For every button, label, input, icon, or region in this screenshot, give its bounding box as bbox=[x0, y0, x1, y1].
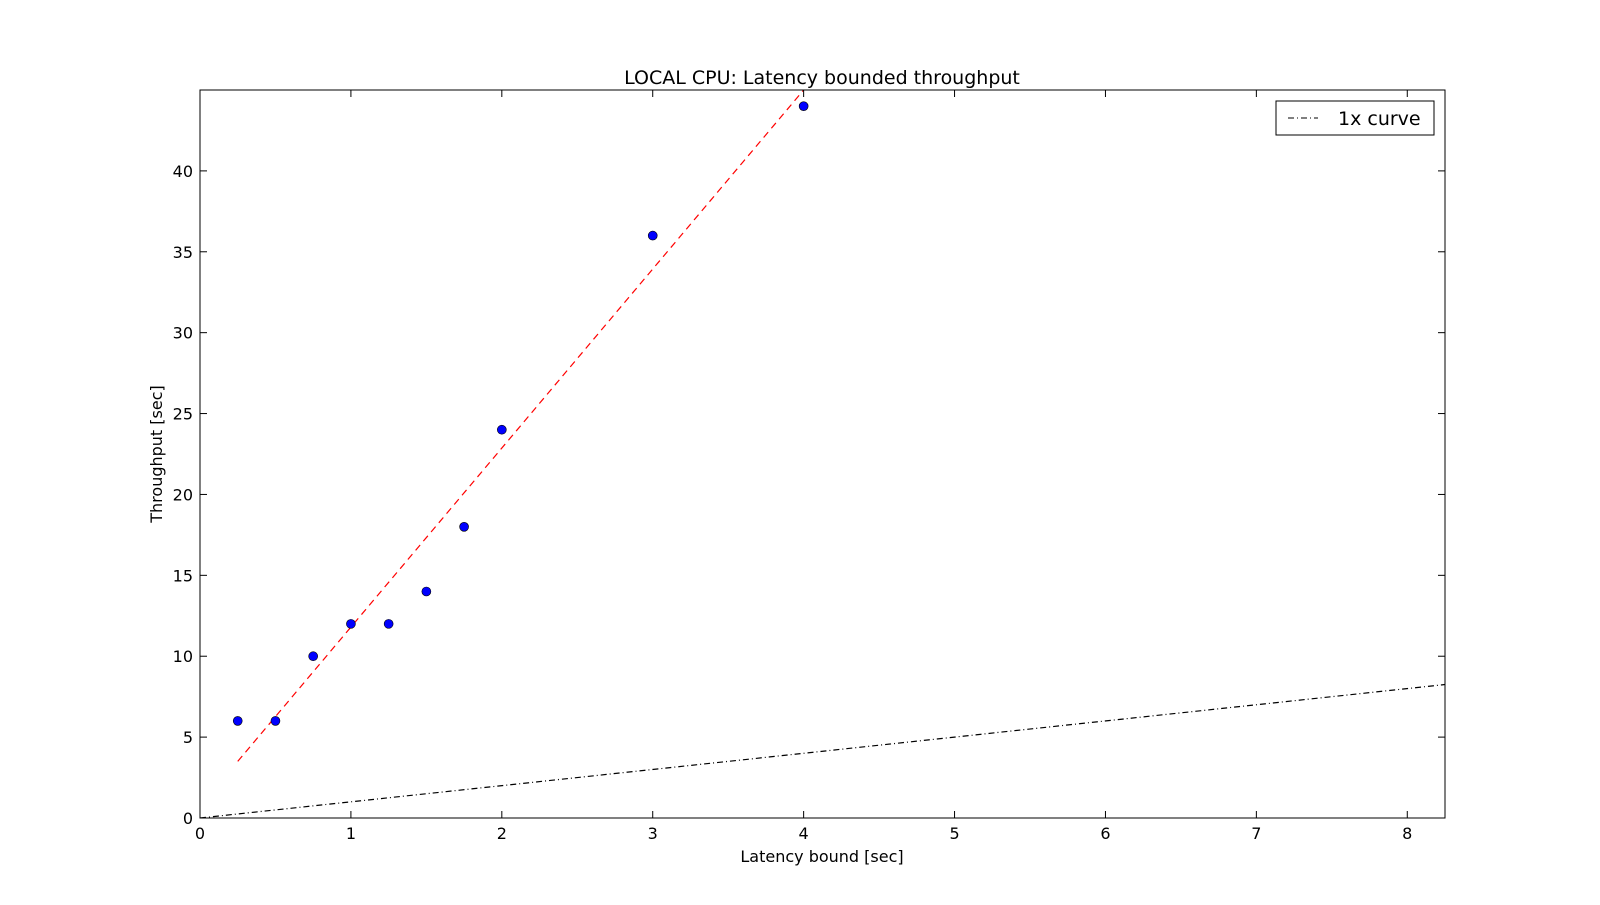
x-tick-label: 3 bbox=[648, 824, 658, 843]
data-point bbox=[798, 101, 809, 111]
data-point bbox=[421, 586, 432, 597]
x-tick-label: 5 bbox=[949, 824, 959, 843]
plot-frame bbox=[199, 89, 1446, 819]
y-tick-label: 15 bbox=[173, 566, 193, 585]
data-point bbox=[647, 230, 658, 241]
ticks-layer: 0 1 2 3 4 5 6 7 8 0 5 10 15 20 25 30 35 40 bbox=[173, 90, 1445, 843]
data-point bbox=[383, 619, 394, 629]
data-point bbox=[232, 716, 243, 726]
data-point bbox=[459, 521, 469, 532]
y-tick-label: 40 bbox=[173, 162, 193, 181]
series-layer bbox=[200, 90, 1445, 818]
data-point bbox=[270, 716, 281, 726]
y-tick-label: 35 bbox=[173, 243, 193, 262]
x-tick-label: 6 bbox=[1100, 824, 1110, 843]
legend: 1x curve bbox=[1275, 100, 1435, 136]
x-tick-label: 1 bbox=[346, 824, 356, 843]
chart-title: LOCAL CPU: Latency bounded throughput bbox=[624, 67, 1020, 89]
y-tick-label: 25 bbox=[173, 405, 193, 424]
legend-label-1x-curve: 1x curve bbox=[1338, 108, 1421, 130]
x-tick-label: 7 bbox=[1251, 824, 1261, 843]
reference-line-1x-curve bbox=[200, 683, 1445, 818]
data-point bbox=[497, 424, 507, 435]
x-tick-label: 0 bbox=[195, 824, 205, 843]
y-tick-label: 5 bbox=[183, 728, 193, 747]
y-tick-label: 30 bbox=[173, 324, 193, 343]
x-tick-label: 4 bbox=[799, 824, 809, 843]
x-tick-label: 8 bbox=[1402, 824, 1412, 843]
x-axis-label: Latency bound [sec] bbox=[740, 847, 903, 866]
y-tick-label: 20 bbox=[173, 485, 193, 504]
y-axis-label: Throughput [sec] bbox=[147, 385, 166, 523]
fit-line bbox=[237, 90, 805, 762]
x-tick-label: 2 bbox=[497, 824, 507, 843]
y-tick-label: 10 bbox=[173, 647, 193, 666]
data-point bbox=[346, 619, 356, 629]
data-point bbox=[308, 651, 318, 662]
y-tick-label: 0 bbox=[183, 809, 193, 828]
